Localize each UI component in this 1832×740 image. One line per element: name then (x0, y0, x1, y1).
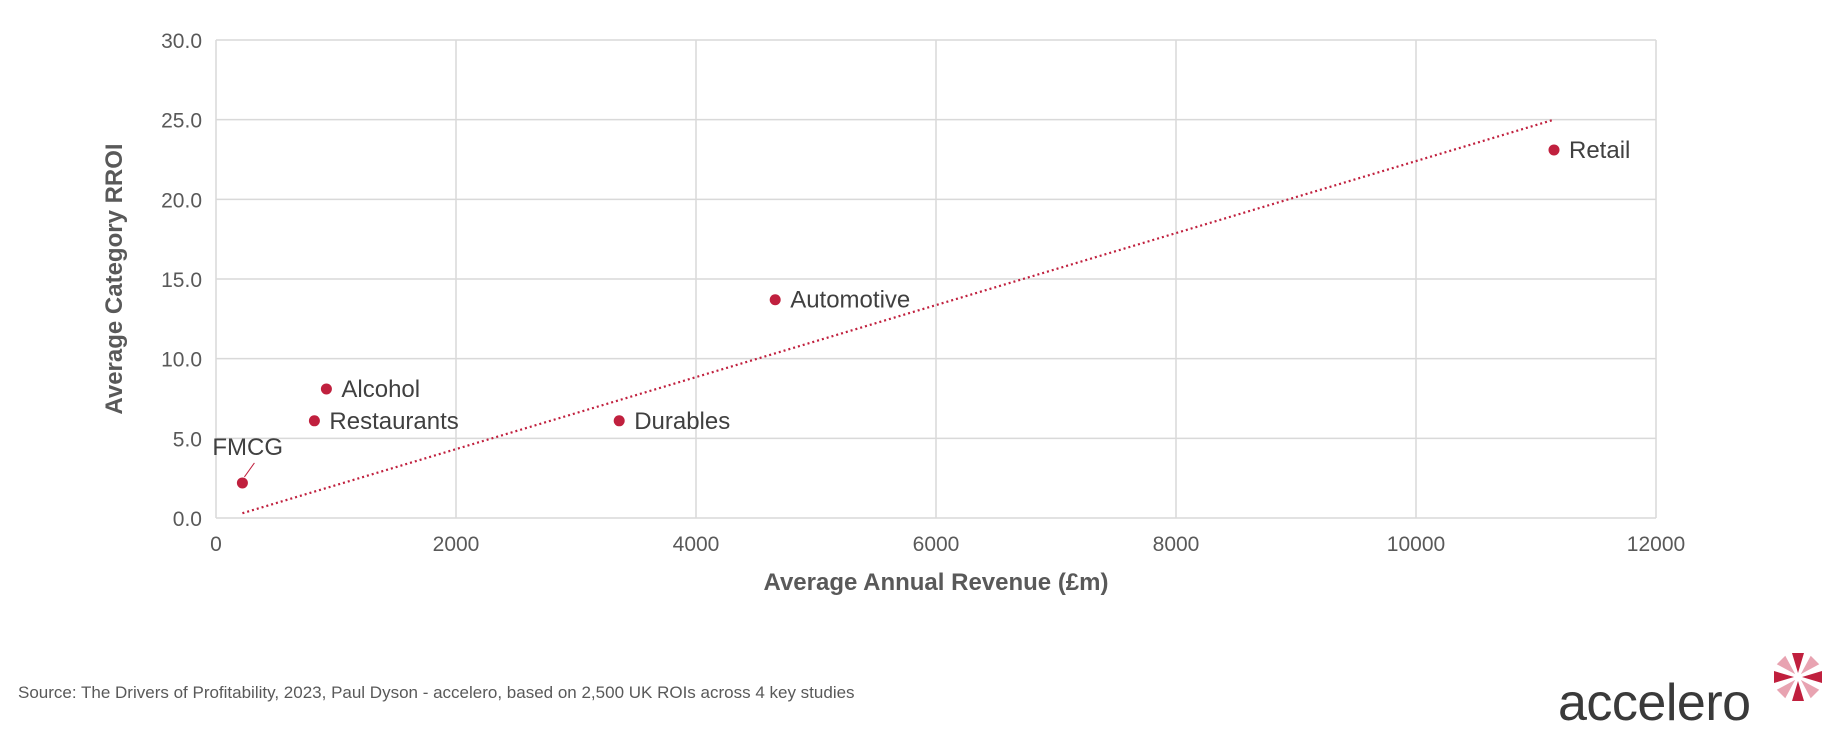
y-tick-label: 25.0 (161, 110, 202, 133)
point-label-durables: Durables (634, 408, 730, 435)
point-label-retail: Retail (1569, 137, 1630, 164)
y-tick-label: 0.0 (173, 508, 202, 531)
x-tick-label: 4000 (673, 533, 720, 556)
y-axis-title: Average Category RROI (101, 143, 128, 414)
starburst-logo-icon (1774, 653, 1822, 701)
point-label-fmcg: FMCG (212, 434, 283, 461)
x-axis-ticks: 0 2000 4000 6000 8000 10000 12000 (210, 533, 1685, 556)
point-label-alcohol: Alcohol (341, 376, 420, 403)
data-point-retail (1548, 144, 1560, 156)
accelero-logo: accelero (1550, 645, 1830, 735)
x-tick-label: 2000 (433, 533, 480, 556)
data-point-durables (613, 415, 625, 427)
y-tick-label: 15.0 (161, 269, 202, 292)
data-points: FMCG Restaurants Alcohol Durables Automotive… (212, 137, 1630, 489)
scatter-chart: 0.0 5.0 10.0 15.0 20.0 25.0 30.0 0 2000 4000 6000… (101, 30, 1685, 596)
logo-wordmark: accelero (1558, 674, 1751, 732)
y-tick-label: 20.0 (161, 189, 202, 212)
data-point-fmcg (236, 477, 248, 489)
trendline (242, 118, 1555, 515)
source-note: Source: The Drivers of Profitability, 20… (18, 683, 855, 702)
x-tick-label: 6000 (913, 533, 960, 556)
label-leader-line (243, 462, 255, 478)
chart-gridlines (215, 39, 1657, 519)
y-tick-label: 10.0 (161, 349, 202, 372)
x-tick-label: 8000 (1153, 533, 1200, 556)
y-tick-label: 5.0 (173, 428, 202, 451)
point-label-automotive: Automotive (790, 287, 910, 314)
data-point-automotive (769, 294, 781, 306)
y-tick-label: 30.0 (161, 30, 202, 53)
x-tick-label: 0 (210, 533, 222, 556)
point-label-restaurants: Restaurants (329, 408, 458, 435)
x-tick-label: 10000 (1387, 533, 1445, 556)
data-point-alcohol (320, 383, 332, 395)
y-axis-ticks: 0.0 5.0 10.0 15.0 20.0 25.0 30.0 (161, 30, 202, 531)
x-tick-label: 12000 (1627, 533, 1685, 556)
x-axis-title: Average Annual Revenue (£m) (764, 569, 1109, 596)
data-point-restaurants (308, 415, 320, 427)
